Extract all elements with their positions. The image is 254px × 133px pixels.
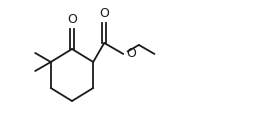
Text: O: O <box>99 7 109 20</box>
Text: O: O <box>67 13 77 26</box>
Text: O: O <box>126 47 136 60</box>
